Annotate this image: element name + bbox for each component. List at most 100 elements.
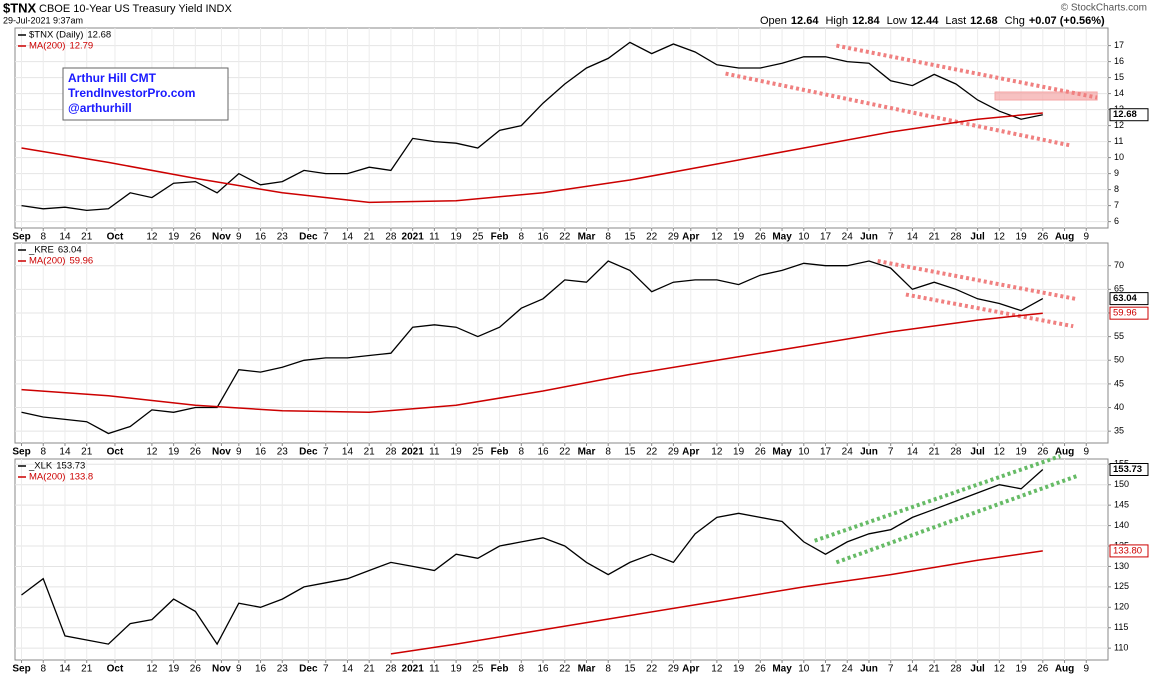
- x-tick-label: 19: [1016, 664, 1028, 675]
- x-tick-label: 8: [40, 664, 46, 675]
- x-tick-label: Aug: [1055, 232, 1074, 243]
- x-tick-label: 16: [255, 664, 267, 675]
- panel-frame: [14, 458, 1109, 661]
- y-tick-label: 145: [1114, 500, 1129, 510]
- x-tick-label: Dec: [299, 232, 318, 243]
- x-tick-label: Dec: [299, 664, 318, 675]
- y-tick-label: 65: [1114, 284, 1124, 294]
- x-tick-label: Apr: [682, 664, 699, 675]
- x-tick-label: Aug: [1055, 664, 1074, 675]
- x-tick-label: 9: [236, 664, 242, 675]
- x-tick-label: 11: [429, 232, 440, 243]
- y-tick-label: 12: [1114, 120, 1124, 130]
- x-tick-label: 22: [646, 664, 658, 675]
- x-tick-label: 14: [907, 232, 919, 243]
- legend-value: 63.04: [58, 245, 82, 256]
- x-tick-label: 8: [40, 447, 46, 458]
- x-tick-label: 7: [888, 447, 894, 458]
- x-tick-label: 19: [451, 232, 463, 243]
- x-tick-label: 22: [559, 664, 571, 675]
- x-tick-label: 26: [190, 232, 202, 243]
- x-tick-label: 21: [929, 664, 941, 675]
- x-tick-label: 23: [277, 447, 289, 458]
- x-tick-label: 12: [994, 664, 1006, 675]
- x-tick-label: 21: [81, 447, 93, 458]
- y-tick-label: 35: [1114, 426, 1124, 436]
- x-tick-label: 21: [929, 447, 941, 458]
- x-tick-label: 8: [605, 447, 611, 458]
- x-tick-label: 16: [537, 664, 549, 675]
- x-tick-label: 28: [950, 447, 962, 458]
- x-tick-label: 12: [711, 232, 723, 243]
- last-value: 63.04: [1113, 293, 1137, 304]
- quote-value: 12.44: [911, 15, 939, 27]
- x-tick-label: 15: [624, 664, 636, 675]
- price-line: [21, 469, 1044, 646]
- x-tick-label: Jun: [860, 664, 878, 675]
- quote-label: High: [825, 15, 848, 27]
- x-tick-label: 21: [364, 664, 376, 675]
- quote-value: +0.07 (+0.56%): [1029, 15, 1105, 27]
- x-tick-label: 19: [733, 232, 745, 243]
- last-value-box: [1109, 544, 1149, 558]
- x-tick-label: 23: [277, 664, 289, 675]
- quote-label: Low: [887, 15, 907, 27]
- x-tick-label: 21: [364, 447, 376, 458]
- x-tick-label: 17: [820, 447, 832, 458]
- x-tick-label: Feb: [491, 232, 509, 243]
- x-tick-label: 8: [605, 232, 611, 243]
- x-tick-label: 12: [146, 232, 158, 243]
- x-tick-label: Apr: [682, 447, 699, 458]
- x-tick-label: 25: [472, 664, 484, 675]
- x-tick-label: May: [772, 447, 792, 458]
- ma-line: [21, 312, 1043, 414]
- y-tick-label: 6: [1114, 216, 1119, 226]
- x-tick-label: Jul: [970, 664, 985, 675]
- x-tick-label: 9: [1083, 447, 1089, 458]
- legend-value: 133.8: [69, 472, 93, 483]
- ma-line: [390, 550, 1043, 655]
- x-tick-label: 21: [81, 664, 93, 675]
- x-tick-label: Nov: [212, 232, 231, 243]
- x-tick-label: 22: [559, 232, 571, 243]
- x-tick-label: 26: [755, 447, 767, 458]
- author-line: TrendInvestorPro.com: [68, 86, 195, 100]
- x-tick-label: 14: [342, 664, 354, 675]
- legend-name: _XLK: [28, 461, 53, 472]
- y-tick-label: 11: [1114, 136, 1123, 146]
- y-tick-label: 9: [1114, 168, 1119, 178]
- x-tick-label: Oct: [107, 664, 124, 675]
- x-tick-label: Nov: [212, 447, 231, 458]
- x-tick-label: 21: [81, 232, 93, 243]
- author-line: @arthurhill: [68, 101, 132, 115]
- x-tick-label: 23: [277, 232, 289, 243]
- symbol-name: CBOE 10-Year US Treasury Yield INDX: [39, 3, 232, 15]
- x-tick-label: Mar: [578, 232, 596, 243]
- x-tick-label: 25: [472, 232, 484, 243]
- x-tick-label: 12: [994, 232, 1006, 243]
- y-tick-label: 17: [1114, 40, 1124, 50]
- legend-name: MA(200): [29, 41, 65, 52]
- author-box: [62, 67, 229, 121]
- x-tick-label: 19: [733, 447, 745, 458]
- x-tick-label: 11: [429, 664, 440, 675]
- trend-line: [813, 454, 1061, 543]
- x-tick-label: 15: [624, 447, 636, 458]
- x-tick-label: 21: [364, 232, 376, 243]
- y-tick-label: 10: [1114, 152, 1124, 162]
- last-value-box: [1109, 462, 1149, 476]
- quote-value: 12.64: [791, 15, 819, 27]
- x-tick-label: 28: [385, 664, 397, 675]
- trend-line: [835, 43, 1098, 100]
- date: 29-Jul-2021 9:37am: [3, 15, 83, 25]
- x-tick-label: 22: [646, 232, 658, 243]
- x-tick-label: Feb: [491, 664, 509, 675]
- x-tick-label: Dec: [299, 447, 318, 458]
- x-tick-label: May: [772, 664, 792, 675]
- x-tick-label: Oct: [107, 232, 124, 243]
- x-tick-label: 19: [451, 664, 463, 675]
- x-tick-label: 16: [537, 232, 549, 243]
- x-tick-label: 25: [472, 447, 484, 458]
- x-tick-label: 10: [798, 232, 810, 243]
- x-tick-label: Oct: [107, 447, 124, 458]
